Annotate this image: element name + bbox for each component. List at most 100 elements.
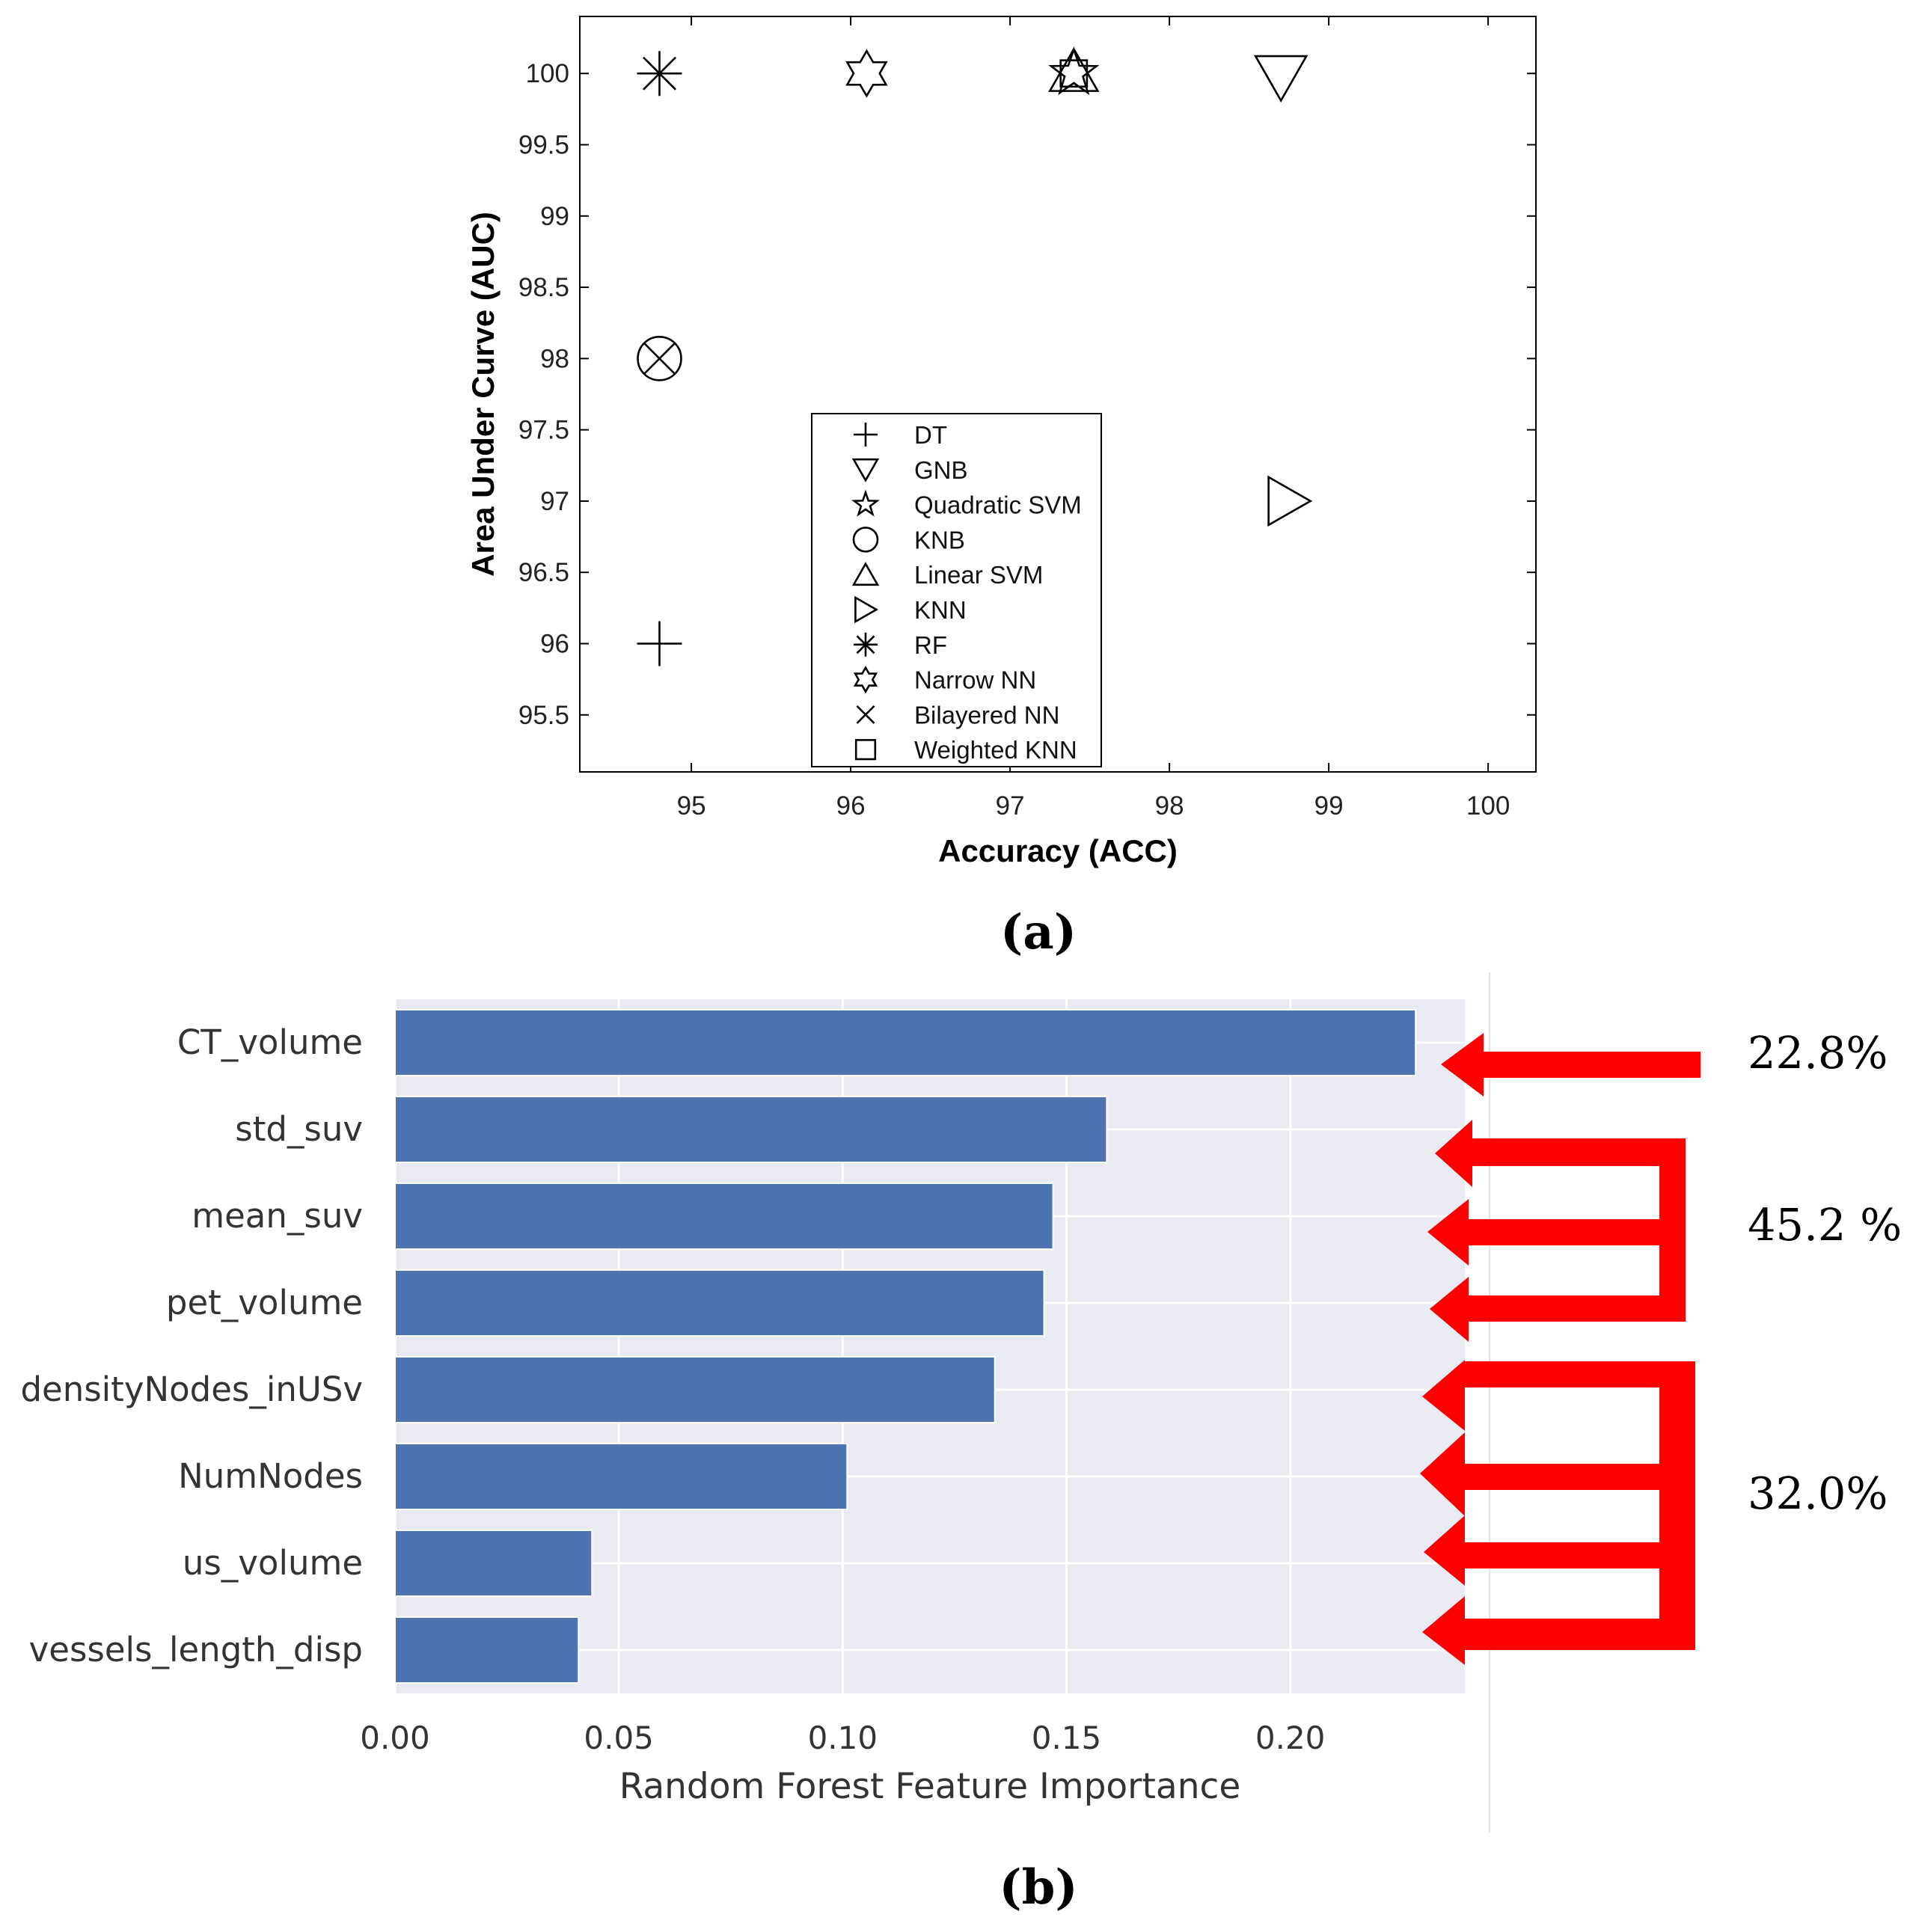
scatter-ticks: 95 96 97 98 99 100 95.5 96 96.5 97 97.5 98 98.5 99 99.… bbox=[518, 16, 1536, 821]
legend-label: KNB bbox=[914, 526, 965, 553]
legend-entry: Linear SVM bbox=[851, 561, 1043, 589]
bar-us-volume bbox=[394, 1529, 593, 1598]
arrow-group-bottom bbox=[1422, 1596, 1659, 1665]
data-marker bbox=[1059, 59, 1089, 88]
bar-vessels-length-disp bbox=[394, 1616, 580, 1684]
x-tick-label: 99 bbox=[1314, 791, 1344, 821]
arrow-group-middle bbox=[1427, 1199, 1659, 1266]
bar-category-label: CT_volume bbox=[177, 1022, 363, 1062]
scatter-point-weighted-knn bbox=[1059, 59, 1089, 88]
bar-std-suv bbox=[394, 1095, 1108, 1164]
bars bbox=[394, 1008, 1417, 1684]
legend-marker bbox=[856, 705, 875, 724]
bar-ct-volume bbox=[394, 1008, 1417, 1077]
bar-x-tick-label: 0.00 bbox=[360, 1720, 430, 1756]
scatter-point-bilayered-nn bbox=[643, 342, 676, 375]
bar-category-label: std_suv bbox=[235, 1109, 363, 1149]
scatter-panel: 95 96 97 98 99 100 95.5 96 96.5 97 97.5 98 98.5 99 99.… bbox=[465, 16, 1537, 960]
data-marker bbox=[637, 51, 682, 96]
data-marker bbox=[1048, 46, 1100, 92]
bar-x-ticks: 0.00 0.05 0.10 0.15 0.20 bbox=[360, 1720, 1325, 1756]
importance-arrows bbox=[1420, 1033, 1701, 1665]
legend-label: GNB bbox=[914, 456, 968, 484]
annotation-nodes-group-pct: 32.0% bbox=[1748, 1468, 1888, 1519]
legend-marker bbox=[852, 527, 879, 553]
data-marker bbox=[1048, 46, 1100, 96]
y-tick-label: 97.5 bbox=[518, 416, 569, 445]
bar-x-tick-label: 0.05 bbox=[584, 1720, 654, 1756]
legend-marker bbox=[854, 632, 878, 657]
data-marker bbox=[637, 336, 682, 381]
legend-entry: DT bbox=[854, 421, 947, 449]
annotation-suv-group-pct: 45.2 % bbox=[1748, 1199, 1902, 1251]
legend-entry: KNN bbox=[854, 595, 967, 624]
annotation-ct-volume-pct: 22.8% bbox=[1748, 1027, 1888, 1079]
x-tick-label: 95 bbox=[677, 791, 706, 821]
scatter-point-dt bbox=[637, 621, 682, 666]
scatter-point-rf bbox=[637, 51, 682, 96]
panel-b-label: (b) bbox=[999, 1859, 1077, 1916]
scatter-points bbox=[637, 46, 1313, 666]
legend-entry: KNB bbox=[852, 526, 965, 553]
bar-x-axis-label: Random Forest Feature Importance bbox=[619, 1766, 1241, 1807]
legend-label: KNN bbox=[914, 596, 967, 624]
legend-entry: Quadratic SVM bbox=[851, 489, 1082, 519]
bar-category-label: NumNodes bbox=[178, 1456, 363, 1496]
bar-mean-suv bbox=[394, 1182, 1054, 1251]
scatter-y-axis-label: Area Under Curve (AUC) bbox=[465, 212, 501, 577]
scatter-point-narrow-nn bbox=[845, 49, 888, 98]
data-marker bbox=[845, 49, 888, 98]
arrow-group-bottom bbox=[1422, 1360, 1695, 1650]
bar-x-tick-label: 0.20 bbox=[1255, 1720, 1326, 1756]
legend-marker bbox=[854, 739, 877, 761]
y-tick-label: 96.5 bbox=[518, 558, 569, 587]
legend-label: RF bbox=[914, 631, 947, 659]
legend-entry: Weighted KNN bbox=[854, 736, 1077, 764]
scatter-point-knb bbox=[637, 336, 682, 381]
panel-a-label: (a) bbox=[1000, 904, 1077, 960]
legend-marker bbox=[851, 562, 880, 586]
bar-x-tick-label: 0.10 bbox=[808, 1720, 878, 1756]
y-tick-label: 98.5 bbox=[518, 273, 569, 302]
bar-panel: CT_volume std_suv mean_suv pet_volumedensit… bbox=[20, 972, 1902, 1916]
bar-category-label: densityNodes_inUSv bbox=[20, 1370, 363, 1409]
legend-entry: RF bbox=[854, 631, 947, 659]
legend-label: DT bbox=[914, 421, 947, 449]
legend-label: Narrow NN bbox=[914, 666, 1036, 694]
x-tick-label: 100 bbox=[1466, 791, 1510, 821]
legend-marker bbox=[851, 458, 880, 482]
legend-label: Linear SVM bbox=[914, 561, 1043, 589]
arrow-group-bottom bbox=[1424, 1515, 1659, 1586]
bar-densitynodes-inusv bbox=[394, 1355, 996, 1424]
arrow-group-bottom bbox=[1420, 1432, 1659, 1516]
data-marker bbox=[637, 621, 682, 666]
scatter-x-axis-label: Accuracy (ACC) bbox=[938, 833, 1178, 868]
arrow-top bbox=[1441, 1033, 1701, 1097]
bar-category-label: pet_volume bbox=[166, 1283, 363, 1322]
y-tick-label: 98 bbox=[540, 344, 569, 373]
x-tick-label: 98 bbox=[1155, 791, 1184, 821]
y-tick-label: 99.5 bbox=[518, 131, 569, 160]
scatter-point-quadratic-svm bbox=[1048, 46, 1100, 96]
legend-label: Quadratic SVM bbox=[914, 491, 1082, 519]
y-tick-label: 97 bbox=[540, 487, 569, 516]
scatter-point-gnb bbox=[1253, 55, 1308, 103]
legend-entry: Narrow NN bbox=[853, 665, 1036, 694]
legend-label: Weighted KNN bbox=[914, 736, 1077, 764]
y-tick-label: 95.5 bbox=[518, 701, 569, 730]
data-marker bbox=[643, 342, 676, 375]
bar-pet-volume bbox=[394, 1269, 1045, 1337]
y-tick-label: 100 bbox=[526, 59, 569, 88]
bar-category-label: vessels_length_disp bbox=[29, 1630, 363, 1669]
x-tick-label: 97 bbox=[996, 791, 1025, 821]
legend-marker bbox=[853, 665, 878, 694]
data-marker bbox=[1253, 55, 1308, 103]
y-tick-label: 99 bbox=[540, 202, 569, 231]
scatter-point-linear-svm bbox=[1048, 46, 1100, 92]
legend-label: Bilayered NN bbox=[914, 701, 1059, 729]
legend-entry: Bilayered NN bbox=[856, 701, 1059, 729]
bar-category-label: us_volume bbox=[183, 1543, 363, 1583]
arrow-group-middle bbox=[1430, 1277, 1659, 1342]
data-marker bbox=[1267, 475, 1313, 527]
